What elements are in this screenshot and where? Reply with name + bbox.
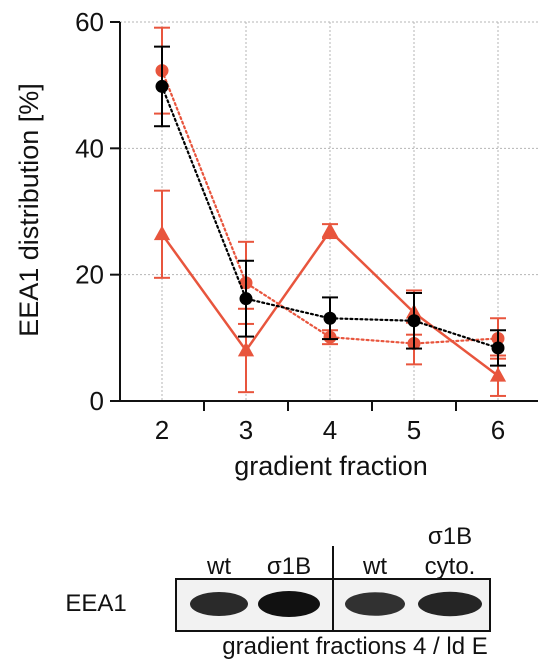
blot-caption: gradient fractions 4 / ld E <box>222 633 487 660</box>
series-0-point-2 <box>323 311 337 325</box>
y-tick-label-0: 0 <box>90 386 104 416</box>
series-2-point-0 <box>153 225 171 241</box>
series-0-point-1 <box>239 292 253 306</box>
series-0-point-3 <box>407 314 421 328</box>
x-tick-label-2: 4 <box>323 415 337 445</box>
blot-lane-label-4: σ1B <box>428 523 472 550</box>
blot-lane-label-2: σ1B <box>267 553 311 580</box>
blot-band-0 <box>190 592 248 616</box>
y-axis-label: EEA1 distribution [%] <box>14 83 44 337</box>
x-tick-label-0: 2 <box>155 415 169 445</box>
series-0-point-0 <box>155 79 169 93</box>
series-2-point-4 <box>489 367 507 382</box>
chart-axes: 0 20 40 60 2 3 4 5 6 <box>75 7 538 445</box>
x-tick-label-4: 6 <box>491 415 505 445</box>
western-blot: wt σ1B wt σ1B cyto. EEA1 gradient fracti… <box>65 523 491 660</box>
blot-lane-label-3: wt <box>362 553 387 580</box>
series-1-line <box>160 69 500 345</box>
series-2-point-1 <box>237 341 255 357</box>
y-tick-label-3: 60 <box>75 7 104 37</box>
chart-svg: 0 20 40 60 2 3 4 5 6 EEA1 distribution [%] gradi… <box>14 7 538 481</box>
x-axis-label: gradient fraction <box>234 451 428 481</box>
blot-bands <box>190 591 482 617</box>
x-tick-label-3: 5 <box>407 415 421 445</box>
y-tick-label-1: 20 <box>75 260 104 290</box>
series-2-point-2 <box>321 222 339 237</box>
series-0-point-4 <box>491 341 505 355</box>
series-0 <box>154 45 506 367</box>
y-tick-label-2: 40 <box>75 133 104 163</box>
chart-series <box>153 26 507 397</box>
blot-lane-label-5: cyto. <box>425 553 476 580</box>
x-tick-label-1: 3 <box>239 415 253 445</box>
blot-band-3 <box>418 591 482 617</box>
series-2 <box>153 189 507 397</box>
blot-band-2 <box>345 592 405 616</box>
blot-lane-label-1: wt <box>206 553 231 580</box>
blot-row-label: EEA1 <box>65 590 126 617</box>
blot-band-1 <box>258 591 320 617</box>
